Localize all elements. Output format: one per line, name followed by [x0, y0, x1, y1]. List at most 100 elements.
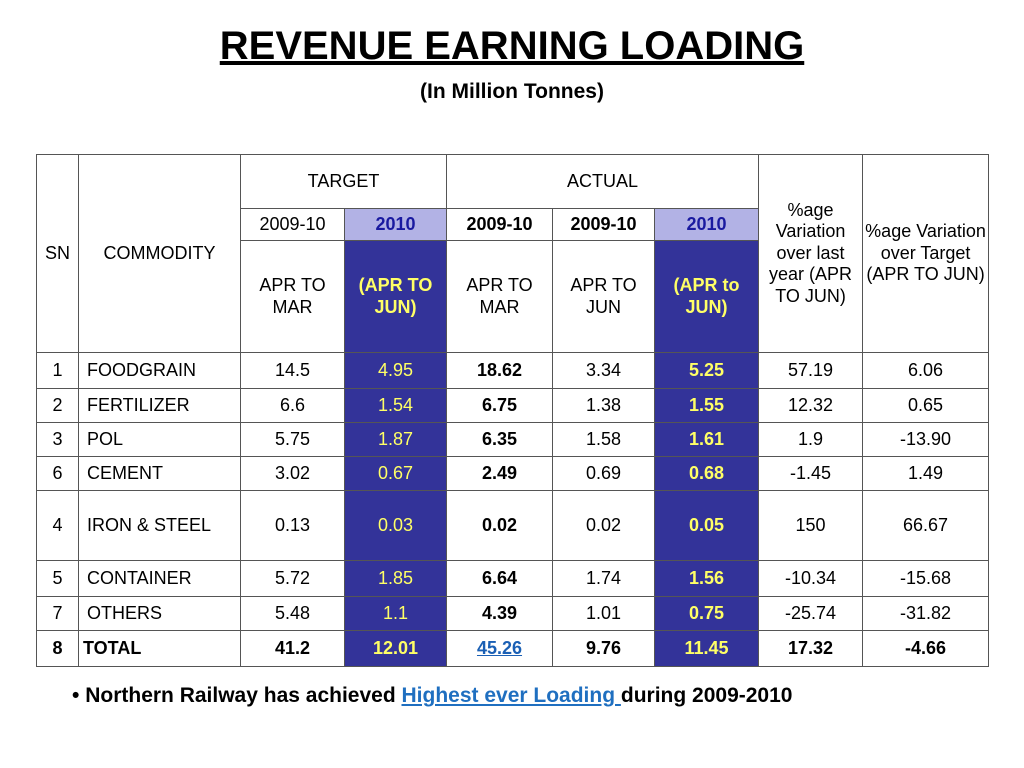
cell-actual-2009-10: 18.62	[446, 352, 554, 389]
table-row: 2 FERTILIZER 6.6 1.54 6.75 1.38 1.55 12.…	[36, 388, 990, 423]
table-row: 7 OTHERS 5.48 1.1 4.39 1.01 0.75 -25.74 …	[36, 596, 990, 631]
cell-target-2009-10: 14.5	[240, 352, 345, 389]
cell-commodity: FOODGRAIN	[78, 352, 241, 389]
cell-sn: 2	[36, 388, 79, 423]
cell-commodity: IRON & STEEL	[78, 490, 241, 561]
cell-target-2010: 1.85	[343, 560, 448, 597]
header-variation-last-year: %age Variation over last year (APR TO JU…	[758, 154, 864, 353]
cell-variation-target: 0.65	[862, 388, 990, 423]
table-row: 5 CONTAINER 5.72 1.85 6.64 1.74 1.56 -10…	[36, 560, 990, 597]
total-actual-link[interactable]: 45.26	[476, 637, 523, 658]
header-period: (APR to JUN)	[654, 240, 760, 353]
cell-variation-last-year: 150	[758, 490, 864, 561]
cell-target-2009-10: 5.48	[240, 596, 345, 631]
cell-target-2010: 1.87	[343, 422, 448, 457]
header-actual: ACTUAL	[446, 154, 760, 209]
header-year: 2010	[654, 208, 760, 241]
total-row: 8 TOTAL 41.2 12.01 45.26 9.76 11.45 17.3…	[36, 630, 990, 667]
cell-actual-2010: 1.61	[654, 422, 760, 457]
cell-variation-last-year: 57.19	[758, 352, 864, 389]
cell-target-2009-10: 3.02	[240, 456, 345, 491]
footnote-prefix: Northern Railway has achieved	[85, 684, 402, 707]
cell-commodity: POL	[78, 422, 241, 457]
cell-actual-2009-10-jun: 0.02	[552, 490, 656, 561]
header-period: APR TO MAR	[240, 240, 345, 353]
cell-actual-2010: 0.75	[654, 596, 760, 631]
cell-actual-2009-10: 6.64	[446, 560, 554, 597]
cell-target-2010: 0.03	[343, 490, 448, 561]
cell-actual-2009-10-jun: 0.69	[552, 456, 656, 491]
cell-variation-target: 66.67	[862, 490, 990, 561]
cell-actual-2009-10: 4.39	[446, 596, 554, 631]
cell-variation-last-year: -25.74	[758, 596, 864, 631]
header-variation-target: %age Variation over Target (APR TO JUN)	[862, 154, 990, 353]
cell-actual-2010: 1.55	[654, 388, 760, 423]
cell-actual-2010: 5.25	[654, 352, 760, 389]
cell-sn: 3	[36, 422, 79, 457]
cell-variation-target: -4.66	[862, 630, 990, 667]
cell-sn: 5	[36, 560, 79, 597]
cell-target-2010: 12.01	[343, 630, 448, 667]
header-year: 2010	[343, 208, 448, 241]
revenue-table: SN COMMODITY TARGET ACTUAL %age Variatio…	[36, 154, 990, 667]
footnote: • Northern Railway has achieved Highest …	[72, 684, 792, 708]
cell-variation-target: -31.82	[862, 596, 990, 631]
header-target: TARGET	[239, 154, 448, 209]
header-sn: SN	[36, 154, 79, 353]
header-year: 2009-10	[240, 208, 345, 241]
cell-variation-last-year: -1.45	[758, 456, 864, 491]
cell-commodity: CEMENT	[78, 456, 241, 491]
cell-target-2010: 1.1	[343, 596, 448, 631]
cell-sn: 1	[36, 352, 79, 389]
table-row: 3 POL 5.75 1.87 6.35 1.58 1.61 1.9 -13.9…	[36, 422, 990, 457]
cell-sn: 6	[36, 456, 79, 491]
cell-commodity: OTHERS	[78, 596, 241, 631]
cell-actual-2009-10: 6.35	[446, 422, 554, 457]
cell-actual-2010: 0.05	[654, 490, 760, 561]
cell-target-2009-10: 0.13	[240, 490, 345, 561]
cell-variation-last-year: -10.34	[758, 560, 864, 597]
header-year: 2009-10	[552, 208, 656, 241]
cell-actual-2010: 0.68	[654, 456, 760, 491]
cell-actual-2009-10: 45.26	[446, 630, 554, 667]
cell-target-2009-10: 6.6	[240, 388, 345, 423]
cell-target-2010: 0.67	[343, 456, 448, 491]
cell-actual-2010: 1.56	[654, 560, 760, 597]
table-row: 1 FOODGRAIN 14.5 4.95 18.62 3.34 5.25 57…	[36, 352, 990, 389]
header-period: (APR TO JUN)	[343, 240, 448, 353]
cell-actual-2009-10-jun: 1.58	[552, 422, 656, 457]
bullet: •	[72, 684, 80, 707]
cell-commodity: TOTAL	[78, 630, 241, 667]
cell-actual-2009-10-jun: 1.01	[552, 596, 656, 631]
cell-variation-last-year: 17.32	[758, 630, 864, 667]
cell-variation-target: 6.06	[862, 352, 990, 389]
table-row: 4 IRON & STEEL 0.13 0.03 0.02 0.02 0.05 …	[36, 490, 990, 561]
header-commodity: COMMODITY	[78, 154, 241, 353]
cell-actual-2009-10-jun: 9.76	[552, 630, 656, 667]
cell-actual-2009-10: 2.49	[446, 456, 554, 491]
cell-actual-2009-10-jun: 1.38	[552, 388, 656, 423]
cell-variation-last-year: 12.32	[758, 388, 864, 423]
cell-variation-target: 1.49	[862, 456, 990, 491]
cell-sn: 4	[36, 490, 79, 561]
highest-loading-link[interactable]: Highest ever Loading	[401, 684, 621, 707]
cell-sn: 8	[36, 630, 79, 667]
cell-actual-2009-10-jun: 1.74	[552, 560, 656, 597]
cell-target-2009-10: 5.72	[240, 560, 345, 597]
cell-actual-2010: 11.45	[654, 630, 760, 667]
cell-sn: 7	[36, 596, 79, 631]
cell-commodity: CONTAINER	[78, 560, 241, 597]
table-row: 6 CEMENT 3.02 0.67 2.49 0.69 0.68 -1.45 …	[36, 456, 990, 491]
cell-variation-target: -13.90	[862, 422, 990, 457]
cell-variation-target: -15.68	[862, 560, 990, 597]
cell-target-2010: 1.54	[343, 388, 448, 423]
header-period: APR TO JUN	[552, 240, 656, 353]
header-year: 2009-10	[446, 208, 554, 241]
cell-target-2009-10: 41.2	[240, 630, 345, 667]
cell-variation-last-year: 1.9	[758, 422, 864, 457]
page-subtitle: (In Million Tonnes)	[420, 80, 604, 103]
cell-target-2010: 4.95	[343, 352, 448, 389]
cell-actual-2009-10: 6.75	[446, 388, 554, 423]
cell-actual-2009-10-jun: 3.34	[552, 352, 656, 389]
header-period: APR TO MAR	[446, 240, 554, 353]
